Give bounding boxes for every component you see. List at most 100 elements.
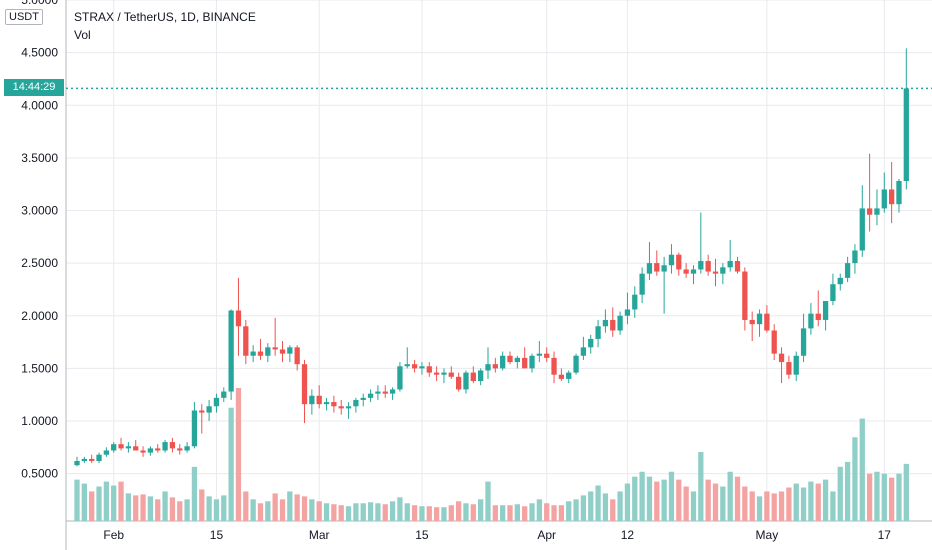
candle-body[interactable] — [888, 189, 895, 205]
candle-body[interactable] — [470, 372, 476, 382]
volume-bar[interactable] — [742, 486, 748, 521]
candle-body[interactable] — [455, 376, 462, 390]
volume-bar[interactable] — [646, 476, 653, 521]
candle-body[interactable] — [162, 442, 168, 451]
candle-body[interactable] — [133, 446, 139, 451]
volume-bar[interactable] — [639, 471, 645, 521]
candle-body[interactable] — [866, 208, 873, 215]
volume-bar[interactable] — [265, 501, 271, 521]
volume-bar[interactable] — [323, 503, 330, 521]
candle-body[interactable] — [111, 444, 117, 451]
volume-bar[interactable] — [294, 494, 300, 521]
candle-body[interactable] — [147, 448, 154, 453]
volume-bar[interactable] — [74, 479, 80, 521]
candle-body[interactable] — [250, 351, 256, 356]
candle-body[interactable] — [778, 353, 785, 363]
volume-bar[interactable] — [228, 407, 234, 521]
candle-body[interactable] — [404, 364, 410, 367]
volume-bar[interactable] — [441, 507, 447, 521]
volume-bar[interactable] — [771, 493, 777, 521]
candle-body[interactable] — [639, 273, 645, 295]
volume-bar[interactable] — [698, 452, 704, 521]
volume-bar[interactable] — [169, 497, 176, 521]
volume-bar[interactable] — [551, 505, 557, 521]
candle-body[interactable] — [676, 254, 682, 270]
candle-body[interactable] — [786, 362, 792, 375]
volume-bar[interactable] — [734, 476, 741, 521]
volume-bar[interactable] — [859, 418, 865, 521]
candle-body[interactable] — [206, 406, 212, 413]
volume-bar[interactable] — [338, 505, 344, 521]
candle-body[interactable] — [81, 458, 87, 462]
candle-body[interactable] — [602, 319, 609, 327]
volume-bar[interactable] — [133, 495, 139, 521]
volume-bar[interactable] — [720, 486, 726, 521]
volume-bar[interactable] — [301, 496, 308, 521]
candle-body[interactable] — [720, 267, 726, 274]
volume-bar[interactable] — [837, 466, 843, 521]
volume-bar[interactable] — [448, 505, 454, 521]
candle-body[interactable] — [155, 448, 161, 451]
candle-body[interactable] — [558, 374, 565, 379]
volume-bar[interactable] — [470, 504, 476, 521]
volume-bar[interactable] — [881, 473, 887, 521]
candle-body[interactable] — [433, 372, 440, 375]
volume-bar[interactable] — [485, 481, 491, 521]
volume-bar[interactable] — [118, 481, 124, 521]
candle-body[interactable] — [257, 351, 264, 356]
volume-bar[interactable] — [668, 471, 675, 521]
symbol-title[interactable]: STRAX / TetherUS, 1D, BINANCE — [74, 10, 256, 24]
volume-bar[interactable] — [500, 505, 506, 521]
volume-bar[interactable] — [866, 473, 873, 521]
candle-body[interactable] — [830, 284, 836, 302]
candle-body[interactable] — [235, 310, 242, 327]
candle-body[interactable] — [103, 450, 110, 455]
volume-bar[interactable] — [624, 483, 631, 521]
candle-body[interactable] — [903, 88, 909, 182]
candle-body[interactable] — [338, 406, 344, 409]
volume-bar[interactable] — [896, 473, 902, 521]
volume-bar[interactable] — [888, 477, 895, 521]
volume-bar[interactable] — [221, 495, 227, 521]
volume-bar[interactable] — [213, 499, 220, 521]
candle-body[interactable] — [580, 347, 587, 356]
currency-unit-badge[interactable]: USDT — [5, 9, 43, 25]
candle-body[interactable] — [654, 263, 660, 272]
volume-bar[interactable] — [580, 495, 587, 521]
candle-body[interactable] — [874, 208, 880, 215]
candle-body[interactable] — [661, 265, 667, 272]
candle-body[interactable] — [771, 330, 777, 354]
candle-body[interactable] — [698, 261, 704, 270]
volume-legend[interactable]: Vol — [74, 28, 91, 42]
candle-body[interactable] — [793, 355, 799, 375]
volume-bar[interactable] — [147, 496, 154, 521]
candle-body[interactable] — [844, 263, 851, 278]
volume-bar[interactable] — [536, 499, 543, 521]
volume-bar[interactable] — [206, 496, 212, 521]
candle-body[interactable] — [896, 181, 902, 205]
candle-body[interactable] — [815, 313, 821, 320]
volume-bar[interactable] — [507, 505, 513, 521]
volume-bar[interactable] — [566, 501, 572, 521]
candle-body[interactable] — [712, 271, 719, 274]
candle-body[interactable] — [118, 444, 124, 449]
candle-body[interactable] — [191, 410, 198, 447]
volume-bar[interactable] — [360, 503, 366, 521]
candle-body[interactable] — [411, 364, 418, 369]
volume-bar[interactable] — [287, 491, 293, 521]
candle-body[interactable] — [881, 189, 887, 209]
volume-bar[interactable] — [243, 491, 249, 521]
volume-bar[interactable] — [815, 483, 821, 521]
volume-bar[interactable] — [411, 505, 418, 521]
candle-body[interactable] — [595, 326, 601, 339]
volume-bar[interactable] — [712, 483, 719, 521]
candle-body[interactable] — [485, 364, 491, 371]
volume-bar[interactable] — [595, 485, 601, 521]
volume-bar[interactable] — [573, 499, 579, 521]
volume-bar[interactable] — [764, 491, 770, 521]
candle-body[interactable] — [287, 347, 293, 354]
volume-bar[interactable] — [111, 485, 117, 521]
volume-bar[interactable] — [184, 499, 190, 521]
candle-body[interactable] — [177, 448, 183, 451]
